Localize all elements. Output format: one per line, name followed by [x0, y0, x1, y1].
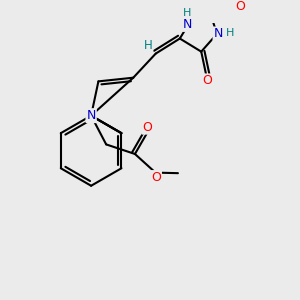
Text: H: H — [226, 28, 234, 38]
Text: H: H — [144, 39, 152, 52]
Text: O: O — [202, 74, 212, 87]
Text: N: N — [214, 28, 223, 40]
Text: N: N — [182, 18, 192, 31]
Text: O: O — [235, 0, 245, 13]
Text: H: H — [183, 8, 191, 18]
Text: N: N — [86, 109, 96, 122]
Text: O: O — [151, 171, 161, 184]
Text: O: O — [142, 121, 152, 134]
